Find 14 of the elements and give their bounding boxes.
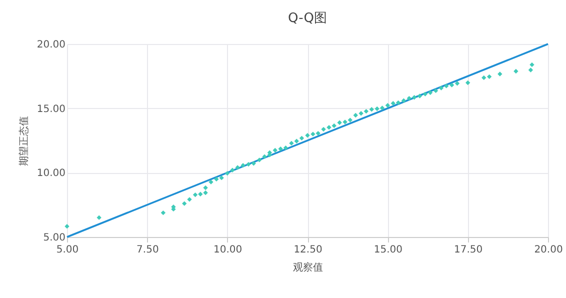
y-tick-label: 15.00 [36,104,66,115]
x-tick-label: 15.00 [374,244,402,256]
y-tick-label: 10.00 [36,168,66,180]
y-tick-label: 5.00 [43,232,66,244]
x-tick-label: 10.00 [214,244,242,256]
x-tick-label: 7.50 [136,244,159,256]
y-tick-label: 20.00 [36,40,66,50]
chart-title: Q-Q图 [288,11,327,26]
y-axis-title: 期望正态值 [18,116,30,166]
x-axis-title: 观察值 [293,262,323,274]
x-tick-label: 17.50 [454,244,483,256]
x-tick-label: 20.00 [534,244,563,256]
x-tick-label: 5.00 [56,244,79,256]
x-tick-label: 12.50 [294,244,322,256]
